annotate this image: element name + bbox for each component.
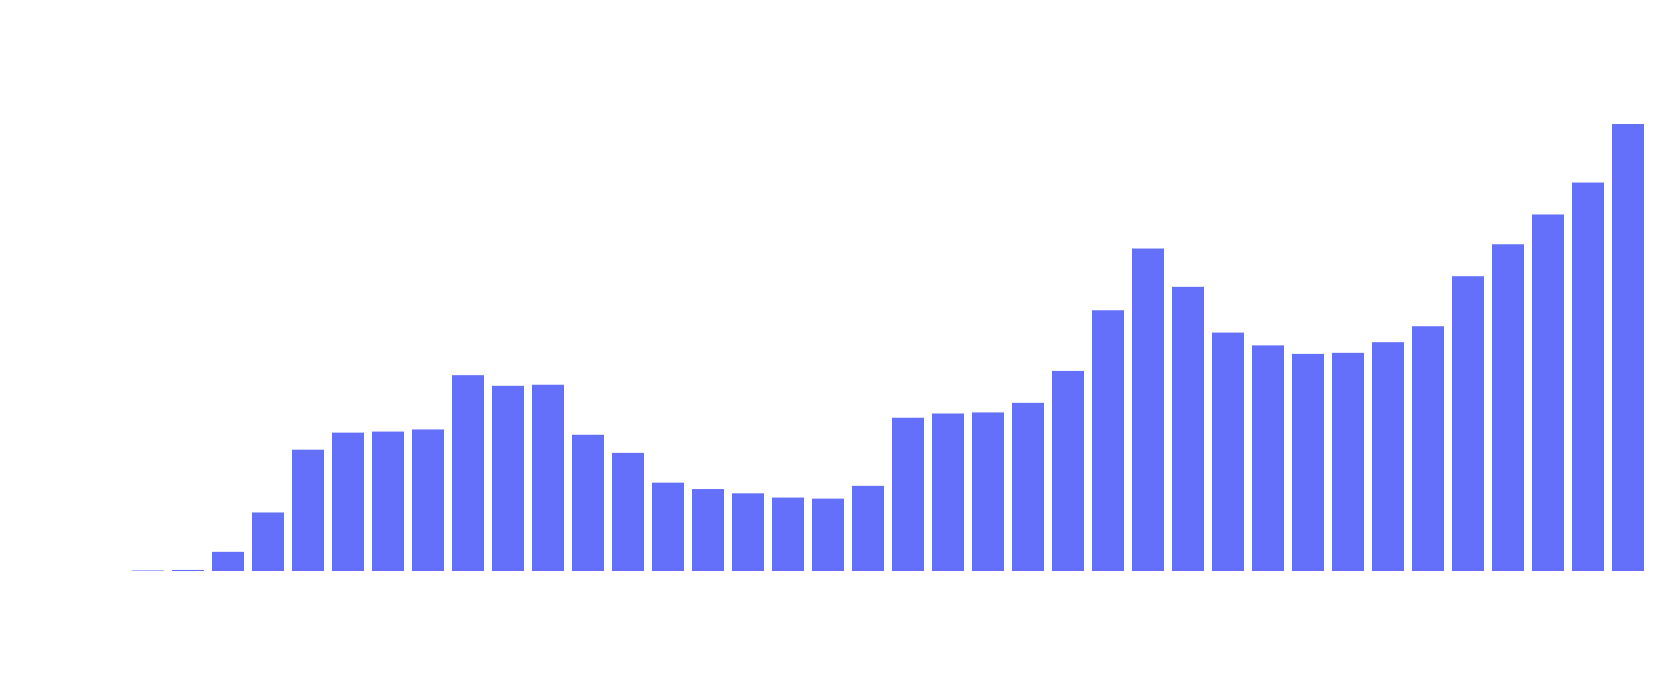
bar bbox=[1092, 310, 1124, 571]
bar bbox=[652, 482, 684, 571]
bar bbox=[452, 375, 484, 571]
bar bbox=[172, 569, 204, 571]
bar bbox=[412, 429, 444, 571]
bar bbox=[1452, 276, 1484, 571]
bar bbox=[292, 449, 324, 571]
bar bbox=[812, 498, 844, 571]
bar bbox=[492, 385, 524, 571]
bar bbox=[1052, 370, 1084, 571]
bar bbox=[532, 384, 564, 571]
bar bbox=[332, 432, 364, 571]
bar bbox=[372, 431, 404, 571]
bar bbox=[572, 434, 604, 571]
bar bbox=[932, 413, 964, 571]
bar bbox=[852, 485, 884, 571]
bar bbox=[132, 570, 164, 571]
bar bbox=[1292, 353, 1324, 571]
bar bbox=[1332, 352, 1364, 571]
bar bbox=[252, 512, 284, 571]
bar bbox=[1572, 182, 1604, 572]
bar bbox=[892, 417, 924, 571]
bar bbox=[1532, 214, 1564, 571]
bar bbox=[732, 493, 764, 571]
bar bbox=[1492, 244, 1524, 571]
bar bbox=[1212, 332, 1244, 571]
bar bbox=[692, 489, 724, 571]
bar bbox=[1412, 326, 1444, 571]
bar bbox=[1012, 402, 1044, 571]
bar bbox=[1172, 286, 1204, 571]
bar bbox=[772, 497, 804, 571]
bar bbox=[612, 452, 644, 571]
bar bbox=[1132, 248, 1164, 571]
bar bbox=[972, 412, 1004, 571]
bar bbox=[1372, 342, 1404, 571]
bar bbox=[212, 551, 244, 571]
bar bbox=[1612, 124, 1644, 571]
bar bbox=[1252, 345, 1284, 571]
